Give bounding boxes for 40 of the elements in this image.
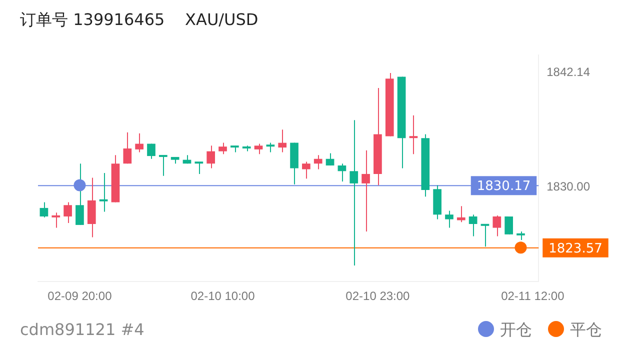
candlestick — [52, 212, 60, 228]
candlestick — [468, 214, 478, 237]
candlestick — [480, 224, 490, 248]
candlestick — [362, 150, 370, 232]
candlestick — [218, 142, 227, 155]
candlestick — [99, 172, 108, 212]
candlestick — [445, 210, 454, 228]
ref-line-label: 1823.57 — [548, 241, 602, 256]
candlestick — [266, 142, 275, 153]
legend-label: 开仓 — [499, 320, 532, 341]
legend-label: 平仓 — [569, 320, 602, 341]
candlestick — [492, 215, 502, 237]
candlestick — [326, 152, 334, 166]
candlestick — [64, 202, 72, 224]
candlestick — [147, 143, 156, 160]
text: cdm891121 #4 — [20, 320, 144, 339]
x-tick-label: 02-09 20:00 — [48, 289, 112, 304]
candlestick — [302, 161, 310, 180]
candlestick — [194, 162, 204, 174]
candlestick — [314, 154, 322, 170]
candlestick — [338, 163, 346, 182]
candlestick — [206, 145, 216, 169]
candlestick — [350, 120, 358, 266]
x-tick-label: 02-10 10:00 — [190, 289, 256, 304]
candlestick — [409, 114, 418, 155]
x-tick-label: 02-10 23:00 — [346, 289, 410, 304]
x-tick-label: 02-11 12:00 — [501, 289, 565, 304]
candlestick — [504, 216, 513, 235]
candlestick — [158, 154, 168, 176]
ref-line-label: 1830.17 — [476, 178, 531, 194]
candlestick — [123, 132, 132, 164]
candlestick — [254, 143, 263, 155]
candlestick — [76, 163, 84, 226]
candlestick — [87, 177, 96, 238]
y-tick-label: 1842.14 — [546, 64, 590, 79]
candlestick — [40, 202, 48, 218]
candlestick — [135, 132, 144, 153]
chart-title: 订单号 139916465 XAU/USD — [20, 10, 258, 31]
candlestick — [278, 129, 287, 153]
y-tick-label: 1830.00 — [546, 179, 590, 194]
